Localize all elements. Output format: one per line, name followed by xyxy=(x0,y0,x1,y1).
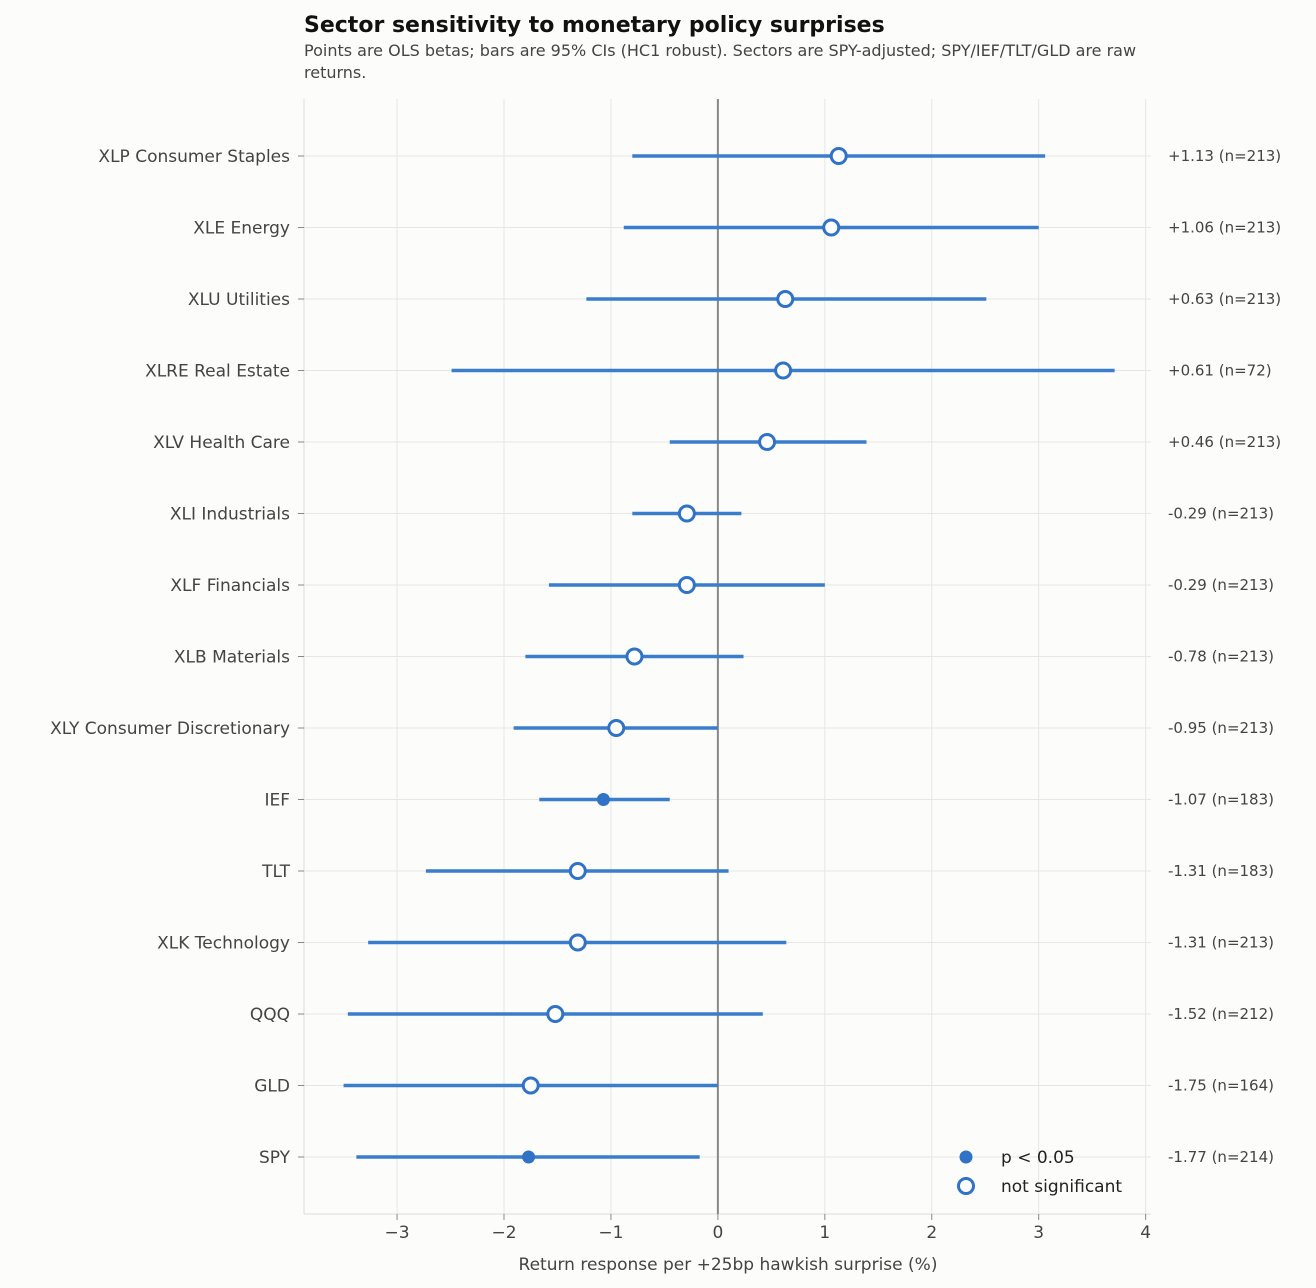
value-annotation: -1.07 (n=183) xyxy=(1168,791,1274,809)
value-annotation: -1.75 (n=164) xyxy=(1168,1077,1274,1095)
value-annotations: +1.13 (n=213) +1.06 (n=213) +0.63 (n=213) +… xyxy=(1168,147,1281,1166)
chart-subtitle-line-2: returns. xyxy=(304,63,366,82)
x-tick-label: 3 xyxy=(1033,1223,1044,1243)
x-tick-label: 1 xyxy=(819,1223,830,1243)
value-annotation: -1.77 (n=214) xyxy=(1168,1148,1274,1166)
beta-point-not-significant xyxy=(521,1076,540,1095)
category-labels: XLP Consumer Staples XLE Energy XLU Utilit… xyxy=(50,147,304,1168)
category-label: QQQ xyxy=(250,1005,290,1025)
value-annotation: -0.95 (n=213) xyxy=(1168,719,1274,737)
value-annotation: -0.29 (n=213) xyxy=(1168,576,1274,594)
category-label: GLD xyxy=(254,1077,290,1097)
beta-point-not-significant xyxy=(677,504,696,523)
x-axis-ticks: −3 −2 −1 0 1 2 3 4 xyxy=(385,1214,1151,1243)
beta-point-not-significant xyxy=(568,862,587,880)
category-label: XLV Health Care xyxy=(153,433,290,453)
legend-label-not-significant: not significant xyxy=(1001,1177,1122,1197)
beta-point-not-significant xyxy=(546,1005,565,1023)
chart-title: Sector sensitivity to monetary policy su… xyxy=(304,13,885,38)
legend-marker-not-significant xyxy=(957,1177,975,1195)
value-annotation: -1.52 (n=212) xyxy=(1168,1005,1274,1023)
value-annotation: +0.63 (n=213) xyxy=(1168,290,1281,308)
beta-point-significant xyxy=(596,793,610,806)
category-label: TLT xyxy=(261,862,291,882)
category-label: IEF xyxy=(264,791,290,811)
beta-point-not-significant xyxy=(776,290,795,308)
legend: p < 0.05 not significant xyxy=(957,1148,1122,1197)
beta-point-not-significant xyxy=(822,218,841,237)
category-label: XLF Financials xyxy=(170,576,290,596)
x-tick-label: 4 xyxy=(1140,1223,1151,1243)
value-annotation: +1.13 (n=213) xyxy=(1168,147,1281,165)
category-label: SPY xyxy=(259,1148,291,1168)
value-annotation: +0.46 (n=213) xyxy=(1168,433,1281,451)
beta-point-not-significant xyxy=(625,647,644,666)
beta-point-not-significant xyxy=(568,933,587,952)
value-annotation: -0.29 (n=213) xyxy=(1168,505,1274,523)
beta-point-not-significant xyxy=(758,433,777,451)
beta-point-not-significant xyxy=(774,361,793,380)
category-label: XLU Utilities xyxy=(188,290,290,310)
x-tick-label: −2 xyxy=(491,1223,516,1243)
value-annotation: -0.78 (n=213) xyxy=(1168,648,1274,666)
beta-point-not-significant xyxy=(607,719,626,737)
beta-point-significant xyxy=(522,1150,536,1164)
category-label: XLY Consumer Discretionary xyxy=(50,719,290,739)
category-label: XLRE Real Estate xyxy=(145,362,290,382)
category-label: XLI Industrials xyxy=(170,505,290,525)
legend-label-significant: p < 0.05 xyxy=(1001,1148,1075,1168)
legend-marker-significant xyxy=(959,1150,973,1164)
beta-point-not-significant xyxy=(829,147,848,165)
beta-points xyxy=(521,147,848,1164)
value-annotation: -1.31 (n=183) xyxy=(1168,862,1274,880)
value-annotation: +1.06 (n=213) xyxy=(1168,219,1281,237)
x-tick-label: −1 xyxy=(598,1223,623,1243)
x-axis-label: Return response per +25bp hawkish surpri… xyxy=(519,1255,938,1275)
x-tick-label: 2 xyxy=(926,1223,937,1243)
category-label: XLP Consumer Staples xyxy=(98,147,290,167)
x-tick-label: −3 xyxy=(385,1223,410,1243)
category-label: XLK Technology xyxy=(157,934,290,954)
value-annotation: -1.31 (n=213) xyxy=(1168,934,1274,952)
chart-subtitle-line-1: Points are OLS betas; bars are 95% CIs (… xyxy=(304,41,1136,60)
x-tick-label: 0 xyxy=(712,1223,723,1243)
beta-point-not-significant xyxy=(677,576,696,594)
value-annotation: +0.61 (n=72) xyxy=(1168,362,1272,380)
category-label: XLB Materials xyxy=(174,648,290,668)
category-label: XLE Energy xyxy=(193,219,290,239)
